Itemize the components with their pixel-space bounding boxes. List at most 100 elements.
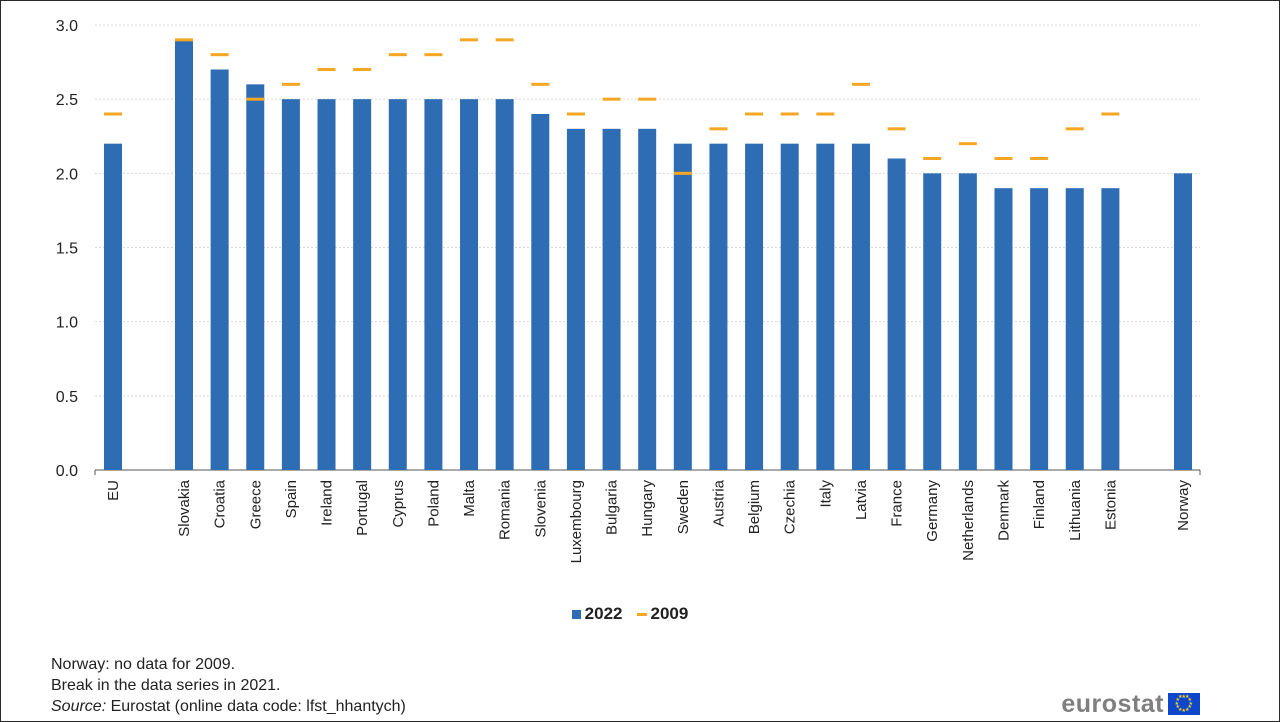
x-tick-label: Austria bbox=[710, 479, 727, 526]
x-tick-label: Poland bbox=[425, 480, 442, 527]
x-tick-label: Czechia bbox=[782, 479, 799, 534]
eu-star-icon: ★ bbox=[1181, 707, 1186, 714]
chart-notes: Norway: no data for 2009. Break in the d… bbox=[51, 654, 406, 717]
y-tick-label: 2.0 bbox=[56, 166, 78, 183]
bar-2022 bbox=[851, 143, 870, 470]
x-tick-label: Romania bbox=[497, 479, 514, 540]
eu-star-icon: ★ bbox=[1178, 706, 1183, 713]
bar-2022 bbox=[994, 188, 1013, 470]
eu-star-icon: ★ bbox=[1187, 704, 1193, 710]
marker-2009 bbox=[780, 112, 799, 116]
x-tick-label: Lithuania bbox=[1067, 479, 1084, 541]
bar-2022 bbox=[1030, 188, 1049, 470]
x-tick-label: Denmark bbox=[995, 480, 1012, 541]
bar-2022 bbox=[1101, 188, 1120, 470]
x-tick-label: Norway bbox=[1175, 480, 1192, 531]
marker-2009 bbox=[424, 53, 443, 57]
marker-2009 bbox=[745, 112, 764, 116]
bar-2022 bbox=[424, 99, 443, 471]
bar-2022 bbox=[388, 99, 407, 471]
note-norway: Norway: no data for 2009. bbox=[51, 656, 236, 673]
x-tick-label: Portugal bbox=[354, 480, 371, 536]
marker-2009 bbox=[958, 142, 977, 146]
bar-2022 bbox=[353, 99, 372, 471]
eu-star-icon: ★ bbox=[1175, 697, 1180, 703]
x-tick-label: Estonia bbox=[1102, 479, 1119, 530]
marker-2009 bbox=[175, 38, 193, 42]
y-tick-label: 3.0 bbox=[56, 18, 78, 35]
x-tick-label: Bulgaria bbox=[604, 479, 621, 535]
bar-2022 bbox=[460, 99, 479, 471]
bar-2022 bbox=[1065, 188, 1084, 470]
legend-item-2022: 2022 bbox=[571, 604, 623, 624]
eu-flag-icon: ★ ★ ★ ★ ★ ★ ★ ★ ★ ★ ★ ★ bbox=[1168, 693, 1200, 715]
x-tick-label: Ireland bbox=[319, 480, 336, 526]
legend-item-2009: 2009 bbox=[636, 604, 689, 624]
y-tick-label: 0.5 bbox=[56, 389, 78, 406]
chart-legend: 2022 2009 bbox=[0, 604, 1260, 624]
bar-2022 bbox=[780, 143, 799, 470]
x-tick-label: Belgium bbox=[746, 480, 763, 534]
x-tick-label: Netherlands bbox=[960, 480, 977, 561]
x-tick-label: Latvia bbox=[853, 479, 870, 520]
bar-2022 bbox=[602, 128, 621, 471]
x-tick-label: Italy bbox=[817, 480, 834, 508]
bar-2022 bbox=[673, 143, 692, 470]
legend-swatch-2022 bbox=[571, 609, 581, 619]
eurostat-logo: eurostat ★ ★ ★ ★ ★ ★ ★ ★ ★ ★ ★ ★ bbox=[1061, 690, 1200, 718]
bar-2022 bbox=[709, 143, 728, 470]
marker-2009 bbox=[566, 112, 585, 116]
marker-2009 bbox=[709, 127, 728, 131]
x-tick-label: Malta bbox=[461, 479, 478, 516]
eu-star-icon: ★ bbox=[1175, 704, 1180, 710]
logo-text: eurostat bbox=[1061, 690, 1164, 718]
marker-2009 bbox=[816, 112, 835, 116]
marker-2009 bbox=[887, 127, 906, 131]
x-tick-label: Germany bbox=[924, 480, 941, 542]
eu-star-icon: ★ bbox=[1181, 693, 1186, 700]
legend-label-2009: 2009 bbox=[650, 604, 689, 623]
x-tick-label: Slovakia bbox=[176, 479, 193, 536]
marker-2009 bbox=[495, 38, 514, 42]
marker-2009 bbox=[602, 97, 621, 101]
marker-2009 bbox=[531, 82, 550, 86]
eu-star-icon: ★ bbox=[1187, 697, 1193, 703]
y-tick-label: 1.0 bbox=[56, 315, 78, 332]
marker-2009 bbox=[638, 97, 657, 101]
x-tick-label: Cyprus bbox=[390, 480, 407, 528]
bar-2022 bbox=[210, 69, 229, 470]
x-tick-label: Sweden bbox=[675, 480, 692, 534]
x-tick-label: Hungary bbox=[639, 480, 656, 537]
source-label: Source: bbox=[51, 698, 107, 715]
legend-swatch-2009 bbox=[636, 612, 647, 616]
marker-2009 bbox=[460, 38, 479, 42]
marker-2009 bbox=[210, 53, 229, 57]
source-text: Eurostat (online data code: lfst_hhantyc… bbox=[110, 698, 406, 715]
x-tick-label: Slovenia bbox=[532, 479, 549, 537]
marker-2009 bbox=[353, 68, 372, 71]
bar-2022 bbox=[638, 128, 657, 471]
bar-2022 bbox=[923, 173, 942, 471]
marker-2009 bbox=[673, 171, 692, 175]
bar-2022 bbox=[246, 84, 265, 470]
eu-star-icon: ★ bbox=[1178, 694, 1183, 701]
bar-2022 bbox=[958, 173, 977, 471]
eu-star-icon: ★ bbox=[1185, 706, 1190, 713]
bar-2022 bbox=[175, 39, 193, 470]
marker-2009 bbox=[246, 97, 265, 101]
marker-2009 bbox=[1101, 112, 1120, 116]
bar-2022 bbox=[281, 99, 300, 471]
marker-2009 bbox=[1065, 127, 1084, 131]
bar-2022 bbox=[531, 114, 550, 470]
note-break: Break in the data series in 2021. bbox=[51, 677, 281, 694]
marker-2009 bbox=[923, 157, 942, 160]
legend-label-2022: 2022 bbox=[584, 604, 623, 623]
x-tick-label: EU bbox=[105, 480, 122, 501]
eu-star-icon: ★ bbox=[1174, 700, 1179, 707]
y-tick-label: 1.5 bbox=[56, 241, 78, 258]
x-tick-label: Spain bbox=[283, 480, 300, 518]
x-tick-label: Luxembourg bbox=[568, 480, 585, 563]
x-tick-label: Croatia bbox=[212, 479, 229, 528]
bar-2022 bbox=[104, 143, 122, 470]
x-tick-label: Finland bbox=[1031, 480, 1048, 529]
